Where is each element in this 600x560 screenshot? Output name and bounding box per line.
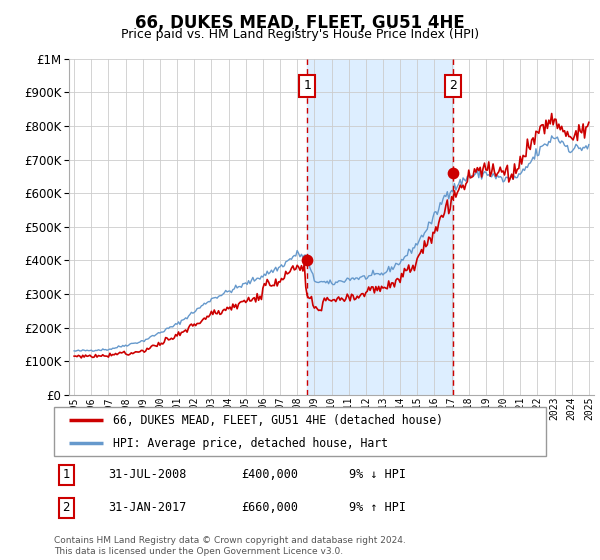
Text: 1: 1 (303, 79, 311, 92)
Text: £660,000: £660,000 (241, 501, 298, 515)
Text: 66, DUKES MEAD, FLEET, GU51 4HE (detached house): 66, DUKES MEAD, FLEET, GU51 4HE (detache… (113, 414, 443, 427)
Point (448, 169, 458, 178)
Text: 1: 1 (62, 468, 70, 481)
Text: 9% ↓ HPI: 9% ↓ HPI (349, 468, 406, 481)
Text: 31-JUL-2008: 31-JUL-2008 (108, 468, 187, 481)
Text: £400,000: £400,000 (241, 468, 298, 481)
Text: HPI: Average price, detached house, Hart: HPI: Average price, detached house, Hart (113, 437, 388, 450)
Text: 9% ↑ HPI: 9% ↑ HPI (349, 501, 406, 515)
Text: Price paid vs. HM Land Registry's House Price Index (HPI): Price paid vs. HM Land Registry's House … (121, 28, 479, 41)
Text: 31-JAN-2017: 31-JAN-2017 (108, 501, 187, 515)
Bar (307, 59, 453, 395)
Text: 66, DUKES MEAD, FLEET, GU51 4HE: 66, DUKES MEAD, FLEET, GU51 4HE (135, 14, 465, 32)
FancyBboxPatch shape (54, 407, 546, 456)
Text: 2: 2 (449, 79, 457, 92)
Text: Contains HM Land Registry data © Crown copyright and database right 2024.
This d: Contains HM Land Registry data © Crown c… (54, 536, 406, 556)
Text: 2: 2 (62, 501, 70, 515)
Point (302, 256, 312, 265)
